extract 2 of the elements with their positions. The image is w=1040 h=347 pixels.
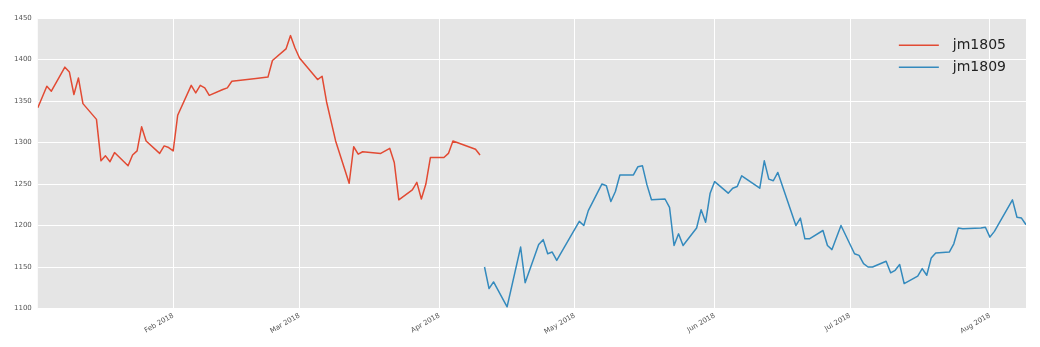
legend-label: jm1805 xyxy=(951,35,1006,52)
legend-label: jm1809 xyxy=(951,57,1006,74)
